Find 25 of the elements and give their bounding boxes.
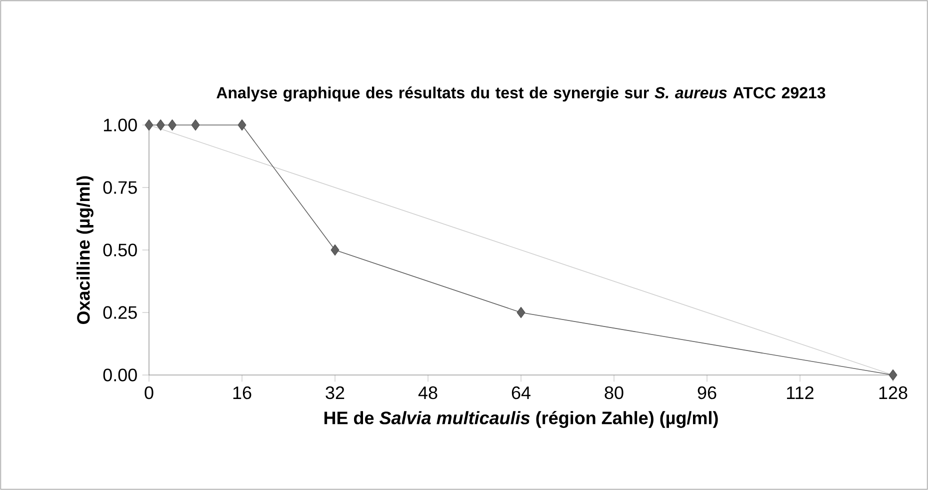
point <box>168 119 177 131</box>
x-tick-label: 64 <box>512 386 530 400</box>
point <box>888 369 898 381</box>
point <box>144 119 154 131</box>
point <box>238 119 246 131</box>
x-tick-label: 16 <box>233 386 252 400</box>
point <box>330 244 340 256</box>
x-tick-label: 80 <box>604 386 624 400</box>
y-tick-label: 0.75 <box>103 181 137 194</box>
x-tick-label: 48 <box>418 386 438 400</box>
point <box>516 306 526 318</box>
x-tick-label: 0 <box>144 386 154 400</box>
y-tick-label: 0.00 <box>103 368 137 382</box>
point <box>156 119 165 131</box>
x-tick-label: 96 <box>698 386 716 400</box>
y-tick-label: 1.00 <box>104 118 137 132</box>
x-axis-title: HE de Salvia multicaulis (région Zahle) (µg/ml) <box>324 410 718 428</box>
y-axis-title: Oxacilline (µg/ml) <box>76 176 94 324</box>
x-tick-label: 32 <box>326 386 344 400</box>
x-tick-label: 112 <box>787 386 814 399</box>
x-tick-label: 128 <box>879 386 908 400</box>
y-tick-label: 0.50 <box>103 244 137 256</box>
chart-title: Analyse graphique des résultats du test de synergie sur S. aureus ATCC 29213 <box>216 86 826 102</box>
y-tick-label: 0.25 <box>103 306 137 319</box>
point <box>191 119 200 131</box>
